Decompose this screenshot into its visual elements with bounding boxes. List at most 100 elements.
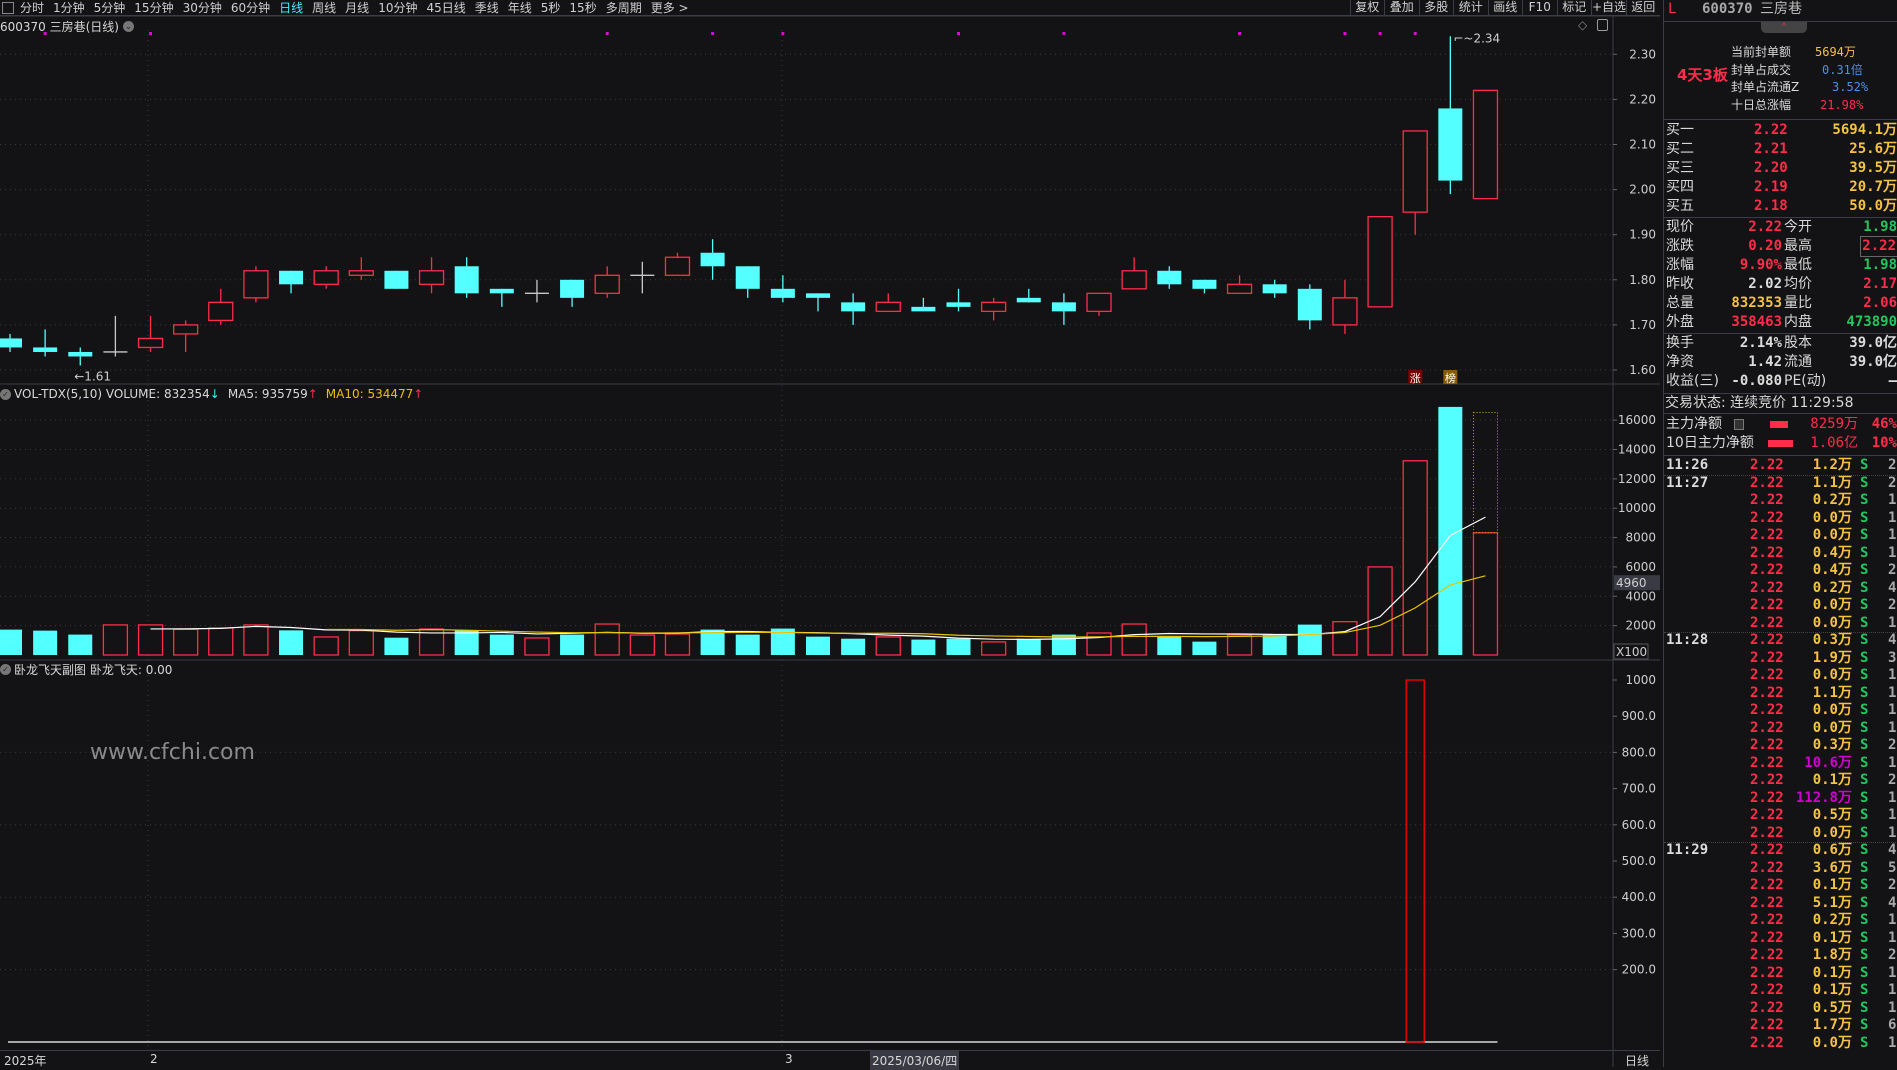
quote-value: 9.90% [1739,257,1782,273]
volume-bar [172,628,199,656]
tick-price: 2.22 [1750,474,1784,491]
panel-toggle-icon[interactable] [2,1,14,14]
tick-time: 11:26 [1666,457,1709,473]
price-tick-label: 1.90 [1629,228,1656,242]
check-icon[interactable]: ✓ [0,388,11,400]
period-tab-7[interactable]: 周线 [312,1,337,15]
tool-button-4[interactable]: 画线 [1487,0,1523,15]
tick-side: S [1860,982,1869,998]
tick-count: 4 [1888,894,1897,911]
tick-volume: 0.0万 [1812,614,1852,631]
tick-count: 1 [1888,702,1897,718]
tool-button-7[interactable]: +自选 [1591,0,1627,15]
tick-side: S [1860,667,1869,683]
tick-row: 2.22 1.1万 S 1 [1664,685,1897,703]
kline-chart[interactable]: 1.60 1.70 1.80 1.90 2.00 2.10 2.20 2.30 ←1.61 ⌐~2… [0,0,1660,1067]
tick-row: 2.22 0.0万 S 1 [1664,1035,1897,1053]
dropdown-icon[interactable]: ⌄ [123,20,134,32]
volume-bar [1472,532,1499,656]
period-tab-14[interactable]: 15秒 [569,1,597,15]
bid-row[interactable]: 买五 2.18 50.0万 [1664,197,1897,216]
indicator-tick-label: 800.0 [1622,745,1656,759]
tick-row: 2.22 0.1万 S 2 [1664,877,1897,895]
bid-row[interactable]: 买三 2.20 39.5万 [1664,159,1897,178]
volume-unit-label: X100 [1616,645,1647,659]
volume-bar [1226,634,1253,656]
bid-row[interactable]: 买四 2.19 20.7万 [1664,178,1897,197]
tick-price: 2.22 [1750,1017,1784,1033]
period-tab-13[interactable]: 5秒 [540,1,561,15]
period-tab-8[interactable]: 月线 [345,1,370,15]
list-icon[interactable] [1734,419,1744,430]
period-tab-3[interactable]: 15分钟 [134,1,174,15]
tool-button-0[interactable]: 复权 [1349,0,1385,15]
period-tab-9[interactable]: 10分钟 [378,1,418,15]
candle-body [208,301,234,322]
candle-body [489,288,514,294]
ma5-value: MA5: 935759 [227,387,308,401]
candle-body [313,270,339,285]
ma10-line [326,575,1486,638]
tick-count: 1 [1888,527,1897,543]
tool-button-5[interactable]: F10 [1522,0,1557,15]
tick-price: 2.22 [1750,702,1784,718]
month-label-feb: 2 [150,1052,158,1066]
quote-value: 2.17 [1863,276,1897,292]
candle-body [735,266,760,289]
collapse-button[interactable]: ⌃ [1761,22,1807,33]
quote-label: 均价 [1784,276,1812,292]
flow-row: 10日主力净额 1.06亿 10% [1664,434,1897,453]
tool-button-1[interactable]: 叠加 [1384,0,1419,15]
period-tab-0[interactable]: 分时 [20,1,45,15]
period-tab-11[interactable]: 季线 [474,1,499,15]
bid-row[interactable]: 买一 2.22 5694.1万 [1664,121,1897,140]
quote-label: 最低 [1784,257,1812,273]
signal-marker [1378,32,1382,35]
tick-row: 2.22 0.2万 S 1 [1664,912,1897,930]
period-tab-2[interactable]: 5分钟 [93,1,126,15]
tick-price: 2.22 [1750,877,1784,893]
fundamental-value: 2.14% [1739,335,1782,351]
tool-button-8[interactable]: 返回 [1625,0,1661,15]
fundamental-row: 收益(三) -0.080 PE(动) – [1664,372,1897,391]
diamond-icon[interactable]: ◇ [1578,18,1588,32]
volume-bar [594,623,620,656]
tick-side: S [1860,562,1869,578]
period-tab-15[interactable]: 多周期 [605,1,642,15]
tool-button-3[interactable]: 统计 [1453,0,1488,15]
period-tab-1[interactable]: 1分钟 [53,1,85,15]
tool-button-6[interactable]: 标记 [1556,0,1592,15]
chart-title: 600370 三房巷(日线) [0,19,119,34]
tick-price: 2.22 [1750,789,1784,806]
indicator-tick-label: 200.0 [1622,963,1656,977]
flow-label: 10日主力净额 [1666,435,1754,451]
tick-side: S [1860,597,1869,613]
signal-marker [605,32,609,35]
arrow-up-icon: ↑ [413,387,424,401]
layout-toggle-icon[interactable] [1597,19,1608,31]
volume-bar [1157,636,1182,655]
quote-value: 2.22 [1860,236,1897,257]
quote-value: 2.02 [1748,276,1782,292]
period-tab-12[interactable]: 年线 [507,1,532,15]
bid-row[interactable]: 买二 2.21 25.6万 [1664,140,1897,159]
period-tab-4[interactable]: 30分钟 [182,1,222,15]
tick-row: 2.22 0.0万 S 1 [1664,510,1897,528]
check-icon[interactable]: ✓ [0,663,11,675]
period-tab-16[interactable]: 更多 > [650,1,689,15]
volume-value: VOLUME: 832354 [105,387,210,401]
tool-button-2[interactable]: 多股 [1418,0,1454,15]
volume-tick-label: 16000 [1618,413,1656,427]
candle-body [1297,288,1322,321]
period-tab-10[interactable]: 45日线 [426,1,466,15]
tick-price: 2.22 [1750,982,1784,998]
tick-row: 2.22 0.3万 S 2 [1664,737,1897,755]
period-tab-6[interactable]: 日线 [279,1,304,15]
volume-bar [911,639,936,655]
period-tab-5[interactable]: 60分钟 [230,1,271,15]
candle-body [454,266,479,294]
candle-body [1086,292,1112,313]
volume-bar [946,638,971,655]
volume-bar [1262,635,1287,655]
candle-body [946,302,971,307]
